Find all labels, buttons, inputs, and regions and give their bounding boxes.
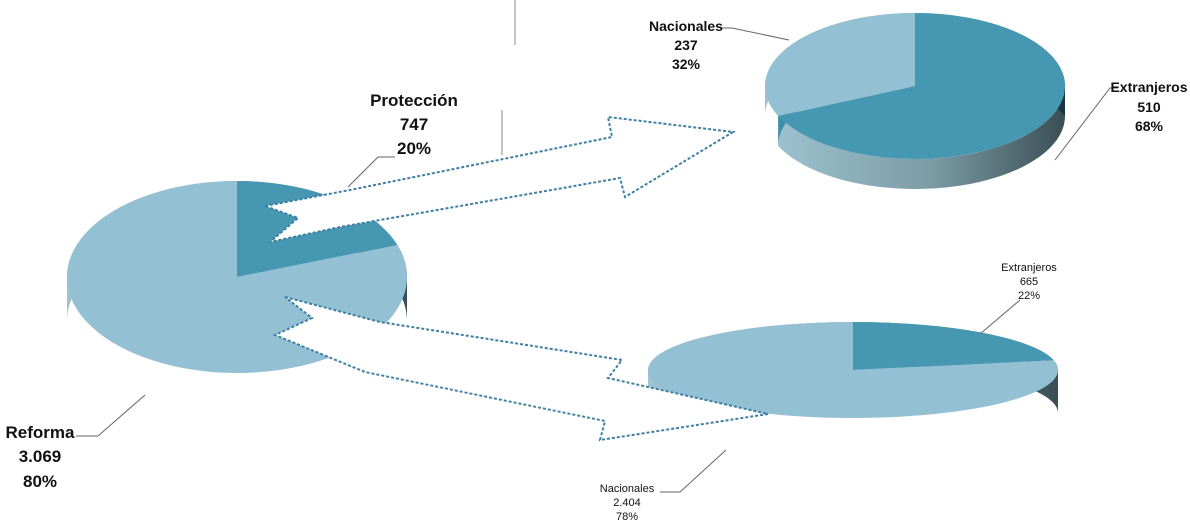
label-extranjeros-bottom: Extranjeros 665 22% [1001, 262, 1057, 302]
label-proteccion-name: Protección [370, 91, 458, 110]
label-extranjeros-top: Extranjeros 510 68% [1110, 79, 1187, 134]
label-extranjeros-bottom-percent: 22% [1018, 290, 1040, 302]
label-extranjeros-bottom-value: 665 [1020, 276, 1038, 288]
label-nacionales-top-name: Nacionales [649, 18, 723, 34]
exploded-arrow-proteccion [261, 115, 737, 243]
pie-slice-nacionales-proteccion [765, 13, 915, 116]
pie-chart-proteccion-breakdown [765, 12, 1066, 189]
exploded-arrow-reforma [272, 296, 769, 442]
leader-nacionales-top [722, 27, 790, 41]
label-nacionales-top-value: 237 [674, 37, 698, 53]
label-nacionales-bottom: Nacionales 2.404 78% [600, 483, 655, 523]
leader-nacionales-bottom [660, 449, 727, 493]
label-proteccion-percent: 20% [397, 139, 431, 158]
label-reforma-percent: 80% [23, 472, 57, 491]
pie-slice-nacionales-reforma [648, 322, 1058, 418]
pie-slice-extranjeros-proteccion [778, 13, 1066, 159]
pie-chart-reforma-breakdown [648, 322, 1058, 418]
label-extranjeros-top-value: 510 [1137, 99, 1161, 115]
label-extranjeros-bottom-name: Extranjeros [1001, 262, 1057, 274]
leader-reforma [76, 394, 146, 437]
leader-extranjeros-bottom [979, 299, 1021, 335]
label-nacionales-top-percent: 32% [672, 56, 701, 72]
label-nacionales-bottom-name: Nacionales [600, 483, 655, 495]
label-reforma-value: 3.069 [19, 447, 62, 466]
pie-slice-extranjeros-reforma [853, 322, 1054, 370]
label-nacionales-bottom-percent: 78% [616, 511, 638, 523]
label-nacionales-top: Nacionales 237 32% [649, 18, 723, 72]
label-extranjeros-top-name: Extranjeros [1110, 79, 1187, 95]
label-proteccion-value: 747 [400, 115, 428, 134]
label-reforma: Reforma 3.069 80% [6, 423, 76, 491]
leader-proteccion [347, 156, 395, 188]
label-reforma-name: Reforma [6, 423, 76, 442]
label-nacionales-bottom-value: 2.404 [613, 497, 641, 509]
leader-extranjeros-top [1054, 87, 1118, 161]
label-extranjeros-top-percent: 68% [1135, 118, 1164, 134]
label-proteccion: Protección 747 20% [370, 91, 458, 158]
